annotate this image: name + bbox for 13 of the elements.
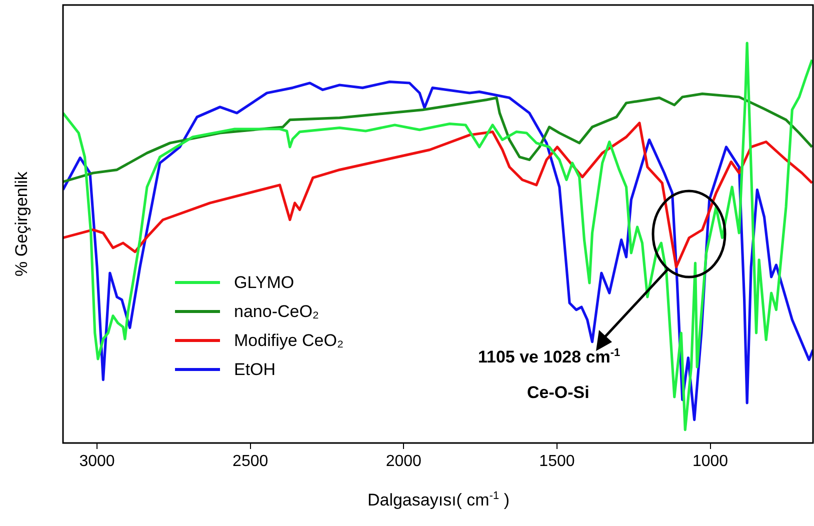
x-tick-label: 1500	[539, 453, 575, 470]
annotation: Ce-O-Si	[527, 383, 590, 403]
annotation: 1105 ve 1028 cm$^{-1}$	[478, 347, 620, 368]
x-tick-label: 2000	[386, 453, 422, 470]
x-tick-label: 2500	[232, 453, 268, 470]
legend-label: Modifiye CeO₂	[234, 330, 344, 350]
x-tick-label: 1000	[692, 453, 728, 470]
legend-label: GLYMO	[234, 272, 294, 292]
y-axis-title: % Geçirgenlik	[12, 172, 32, 276]
legend-label: EtOH	[234, 360, 276, 380]
x-axis-title: Dalgasayısı( cm$^{-1}$ )	[366, 490, 511, 511]
x-tick-label: 3000	[79, 453, 115, 470]
legend-label: nano-CeO₂	[234, 302, 320, 322]
